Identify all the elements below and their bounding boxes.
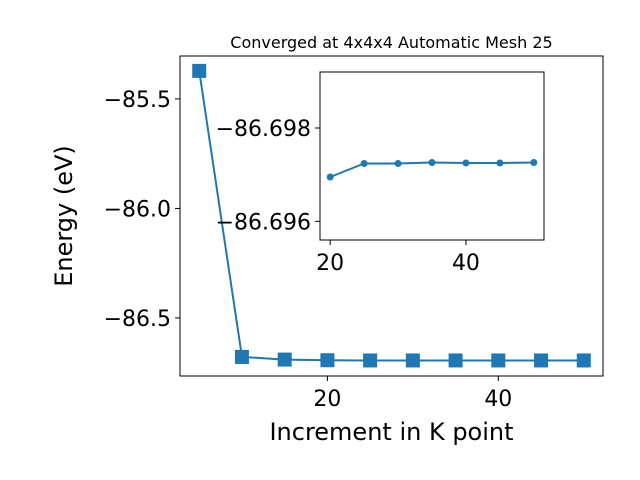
chart-title: Converged at 4x4x4 Automatic Mesh 25 bbox=[230, 33, 552, 52]
x-tick-label: 40 bbox=[484, 387, 512, 412]
point-marker bbox=[326, 173, 334, 181]
point-marker bbox=[363, 353, 378, 368]
x-tick-label: 40 bbox=[452, 251, 480, 276]
x-tick-label: 20 bbox=[316, 251, 344, 276]
point-marker bbox=[462, 159, 470, 167]
point-marker bbox=[530, 159, 538, 167]
plot-area bbox=[319, 71, 545, 241]
point-marker bbox=[320, 353, 335, 368]
y-tick-label: −86.696 bbox=[216, 210, 311, 235]
y-axis-label: Energy (eV) bbox=[50, 145, 78, 287]
point-marker bbox=[534, 353, 549, 368]
series-line bbox=[198, 70, 584, 362]
point-marker bbox=[448, 353, 463, 368]
x-axis-label: Increment in K point bbox=[269, 418, 513, 446]
point-marker bbox=[405, 353, 420, 368]
y-tick-label: −85.5 bbox=[104, 88, 171, 113]
point-marker bbox=[496, 159, 504, 167]
x-tick-label: 20 bbox=[313, 387, 341, 412]
y-tick-label: −86.5 bbox=[104, 307, 171, 332]
point-marker bbox=[428, 159, 436, 167]
y-tick-label: −86.0 bbox=[104, 197, 171, 222]
point-marker bbox=[277, 352, 292, 367]
point-marker bbox=[491, 353, 506, 368]
inset-chart: 20 40 −86.698 −86.696 bbox=[216, 71, 545, 276]
point-marker bbox=[192, 63, 207, 78]
point-marker bbox=[360, 159, 368, 167]
point-marker bbox=[234, 349, 249, 364]
y-tick-label: −86.698 bbox=[216, 117, 311, 142]
point-marker bbox=[576, 353, 591, 368]
point-marker bbox=[394, 159, 402, 167]
